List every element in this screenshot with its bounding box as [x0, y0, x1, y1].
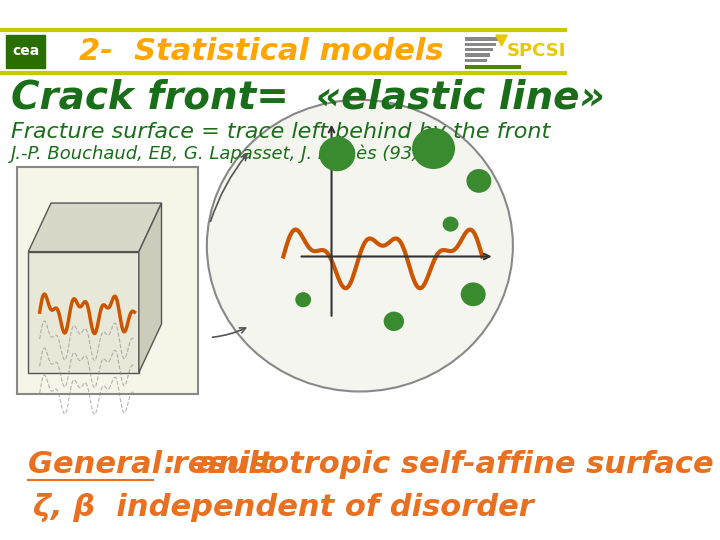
- Circle shape: [384, 312, 404, 331]
- Circle shape: [207, 100, 513, 392]
- Text: :  anisotropic self-affine surface: : anisotropic self-affine surface: [153, 450, 714, 479]
- Text: cea: cea: [12, 44, 39, 58]
- Bar: [464, 59, 487, 62]
- Text: J.-P. Bouchaud, EB, G. Lapasset, J. Planès (93): J.-P. Bouchaud, EB, G. Lapasset, J. Plan…: [12, 145, 420, 163]
- Circle shape: [319, 137, 356, 171]
- Text: 2-  Statistical models: 2- Statistical models: [79, 37, 444, 66]
- Text: Crack front=  «elastic line»: Crack front= «elastic line»: [12, 78, 605, 116]
- Text: General result: General result: [28, 450, 274, 479]
- Bar: [464, 53, 490, 57]
- Text: ζ, β  independent of disorder: ζ, β independent of disorder: [33, 493, 534, 522]
- Text: Fracture surface = trace left behind by the front: Fracture surface = trace left behind by …: [12, 122, 551, 143]
- Circle shape: [467, 169, 491, 193]
- Polygon shape: [28, 203, 161, 252]
- Bar: [6, 35, 45, 68]
- Bar: [464, 65, 521, 69]
- Bar: [17, 167, 198, 394]
- Bar: [464, 37, 499, 40]
- Polygon shape: [496, 35, 507, 46]
- Circle shape: [412, 128, 455, 169]
- Bar: [464, 43, 496, 46]
- Polygon shape: [139, 203, 161, 373]
- Bar: [464, 48, 493, 51]
- Bar: [28, 252, 139, 373]
- Circle shape: [461, 282, 486, 306]
- Circle shape: [443, 217, 459, 232]
- Text: SPCSI: SPCSI: [507, 42, 567, 60]
- Circle shape: [295, 292, 311, 307]
